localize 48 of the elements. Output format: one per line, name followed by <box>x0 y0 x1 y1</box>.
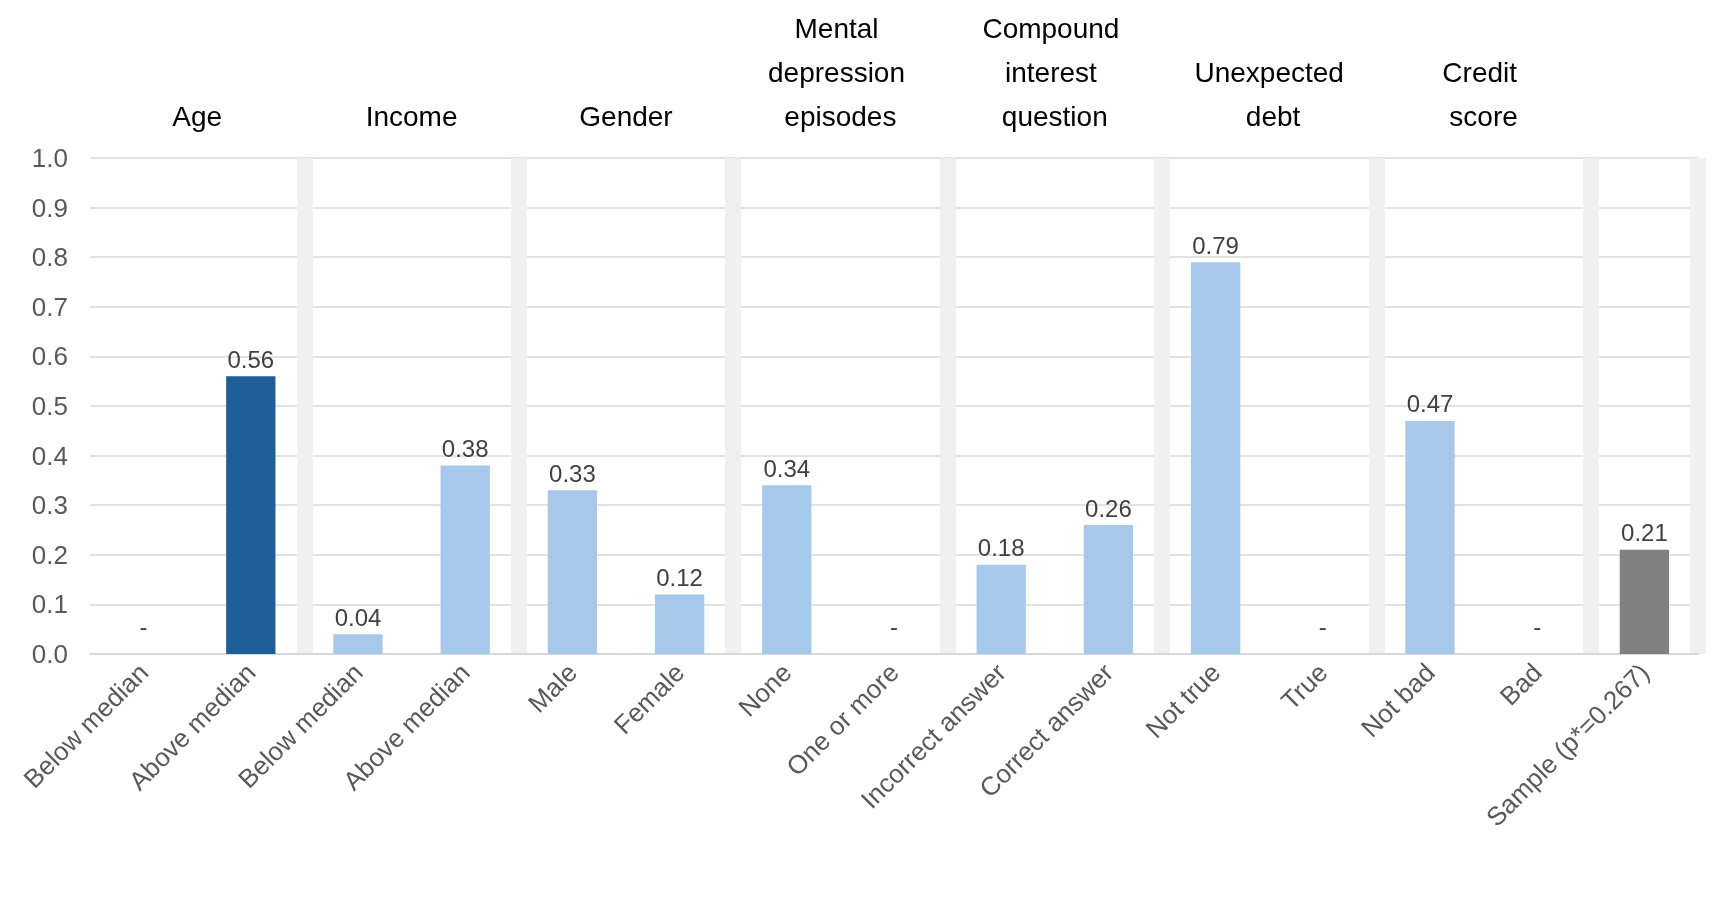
data-label: 0.33 <box>549 459 596 487</box>
text: Income <box>365 100 458 132</box>
text: Gender <box>579 100 673 132</box>
data-label: 0.79 <box>1192 231 1239 259</box>
y-tick-label: 0.9 <box>31 192 68 223</box>
text: - <box>1318 612 1327 640</box>
text: - <box>1533 612 1542 640</box>
bar <box>440 465 490 654</box>
y-tick-label: 0.3 <box>31 490 68 521</box>
text: - <box>139 612 148 640</box>
y-tick-label: 0.5 <box>31 391 68 421</box>
data-label: 0.12 <box>656 563 703 591</box>
y-tick-label: 0.7 <box>31 291 68 322</box>
data-label: 0.38 <box>441 435 489 463</box>
y-tick-label: 0.0 <box>31 639 68 669</box>
text: Compound interest question <box>982 12 1128 132</box>
bar <box>226 376 276 654</box>
y-tick-label: 1.0 <box>31 143 68 173</box>
data-label: 0.21 <box>1621 519 1668 547</box>
y-tick-label: 0.8 <box>31 242 68 273</box>
bar <box>762 485 812 654</box>
text: Age <box>172 100 223 132</box>
text: - <box>890 612 898 640</box>
data-label: 0.04 <box>334 603 382 631</box>
x-tick-label: Bad <box>1493 657 1548 712</box>
x-tick-label: Not bad <box>1355 657 1441 743</box>
bar <box>333 634 383 654</box>
x-tick-label: True <box>1275 657 1334 716</box>
data-label: 0.26 <box>1085 494 1132 522</box>
text: Mental depression episodes <box>768 12 913 132</box>
text: Credit score <box>1442 56 1525 132</box>
data-label: 0.56 <box>227 345 275 373</box>
data-label: 0.34 <box>763 454 811 482</box>
text: Unexpected debt <box>1194 56 1344 132</box>
y-tick-label: 0.2 <box>31 539 68 570</box>
bar <box>1619 549 1670 654</box>
bar <box>654 594 705 654</box>
bar <box>1190 262 1241 654</box>
bar <box>1405 420 1455 654</box>
y-tick-label: 0.4 <box>31 440 68 471</box>
x-tick-label: Not true <box>1139 657 1227 744</box>
bar <box>976 564 1026 654</box>
y-tick-label: 0.1 <box>31 589 68 620</box>
bar <box>1083 525 1134 654</box>
y-tick-label: 0.6 <box>31 341 68 372</box>
data-label: 0.47 <box>1406 390 1454 418</box>
data-label: 0.18 <box>977 534 1025 562</box>
bar <box>547 490 598 654</box>
